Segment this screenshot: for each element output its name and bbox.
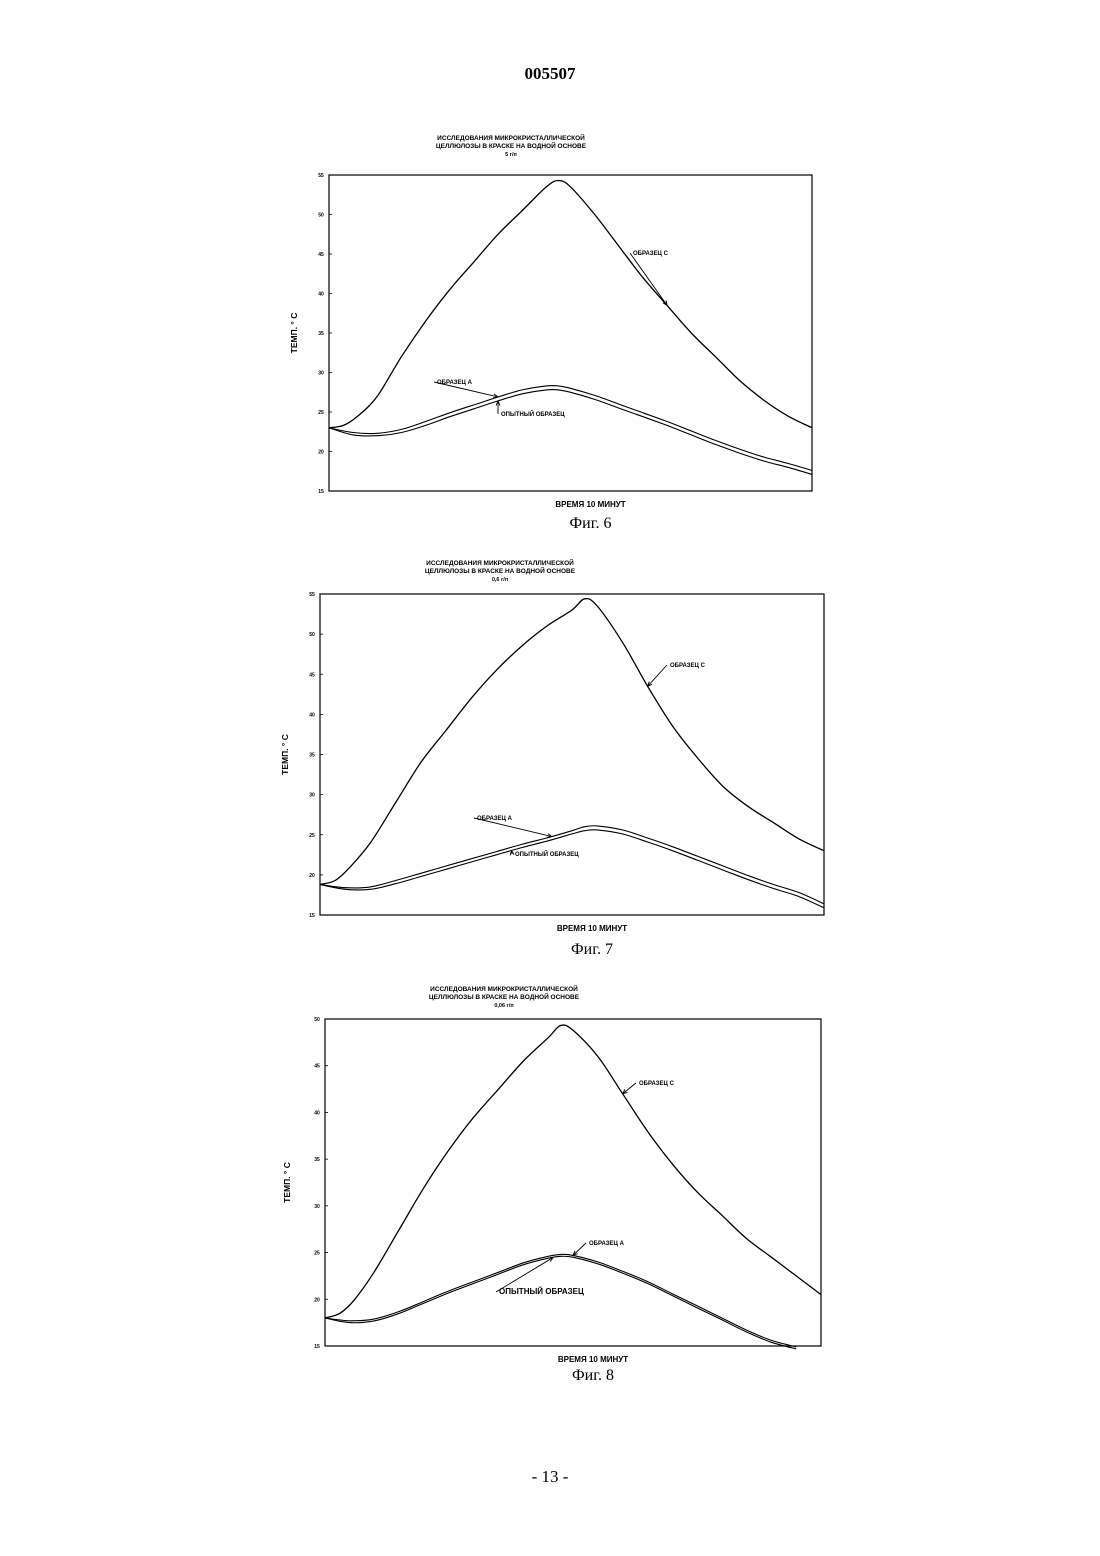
y-tick-label: 35 [318,331,324,337]
y-tick-label: 15 [318,489,324,495]
y-axis-label: ТЕМП. ° С [289,313,299,354]
plot-frame [325,1019,821,1346]
chart-title-line: ЦЕЛЛЮЛОЗЫ В КРАСКЕ НА ВОДНОЙ ОСНОВЕ [425,566,576,575]
y-tick-label: 20 [314,1297,320,1303]
chart-title-line: 0,06 г/п [494,1003,513,1009]
y-tick-label: 20 [309,873,315,879]
document-number: 005507 [0,64,1100,84]
y-tick-label: 25 [309,833,315,839]
pointer-arrowhead [573,1251,578,1256]
y-tick-label: 50 [309,632,315,638]
chart-title-line: ЦЕЛЛЮЛОЗЫ В КРАСКЕ НА ВОДНОЙ ОСНОВЕ [429,992,580,1001]
series-line-0 [325,1025,821,1318]
y-tick-label: 40 [318,292,324,298]
series-label: ОБРАЗЕЦ А [477,816,513,822]
y-tick-label: 45 [314,1064,320,1070]
series-label: ОБРАЗЕЦ А [589,1241,625,1247]
y-tick-label: 30 [309,793,315,799]
series-label: ОБРАЗЕЦ С [670,663,706,669]
y-tick-label: 30 [318,371,324,377]
chart-title-line: 0,6 г/п [492,577,508,583]
y-tick-label: 50 [318,213,324,219]
chart-title-line: ИССЛЕДОВАНИЯ МИКРОКРИСТАЛЛИЧЕСКОЙ [430,984,578,993]
figure-caption: Фиг. 6 [570,515,612,532]
page-number: - 13 - [0,1467,1100,1487]
pointer-arrowhead [623,1089,628,1093]
y-tick-label: 40 [309,712,315,718]
y-tick-label: 55 [318,173,324,179]
chart-title-line: ИССЛЕДОВАНИЯ МИКРОКРИСТАЛЛИЧЕСКОЙ [437,133,585,142]
series-label: ОБРАЗЕЦ А [437,380,473,386]
y-tick-label: 25 [314,1251,320,1257]
series-label: ОПЫТНЫЙ ОБРАЗЕЦ [515,850,579,858]
series-line-1 [320,826,824,904]
y-tick-label: 50 [314,1017,320,1023]
figure-caption: Фиг. 7 [571,941,613,958]
plot-frame [320,594,824,915]
chart-figure-6: ИССЛЕДОВАНИЯ МИКРОКРИСТАЛЛИЧЕСКОЙЦЕЛЛЮЛО… [289,133,812,532]
series-line-1 [325,1254,796,1347]
y-tick-label: 30 [314,1204,320,1210]
chart-title-line: ИССЛЕДОВАНИЯ МИКРОКРИСТАЛЛИЧЕСКОЙ [426,558,574,567]
pointer-arrowhead [493,394,498,398]
chart-title-line: 5 г/п [505,152,517,158]
series-line-0 [320,599,824,885]
series-line-2 [325,1256,796,1349]
y-tick-label: 35 [314,1157,320,1163]
series-pointer [648,665,667,686]
pointer-arrowhead [548,1257,553,1261]
series-pointer [496,1257,553,1292]
chart-figure-8: ИССЛЕДОВАНИЯ МИКРОКРИСТАЛЛИЧЕСКОЙЦЕЛЛЮЛО… [282,984,821,1384]
series-line-0 [329,181,812,428]
y-tick-label: 15 [309,913,315,919]
series-label: ОПЫТНЫЙ ОБРАЗЕЦ [499,1287,584,1296]
figure-caption: Фиг. 8 [572,1367,614,1384]
chart-figure-7: ИССЛЕДОВАНИЯ МИКРОКРИСТАЛЛИЧЕСКОЙЦЕЛЛЮЛО… [280,558,824,958]
series-pointer [474,818,552,837]
chart-title-line: ЦЕЛЛЮЛОЗЫ В КРАСКЕ НА ВОДНОЙ ОСНОВЕ [436,141,587,150]
x-axis-label: ВРЕМЯ 10 МИНУТ [558,1355,628,1364]
pointer-arrowhead [496,401,500,406]
pointer-arrowhead [547,834,552,838]
series-pointer [623,1083,636,1094]
y-tick-label: 55 [309,592,315,598]
y-tick-label: 15 [314,1344,320,1350]
series-label: ОПЫТНЫЙ ОБРАЗЕЦ [501,410,565,418]
series-label: ОБРАЗЕЦ С [633,251,669,257]
y-tick-label: 35 [309,753,315,759]
series-line-1 [329,386,812,471]
pointer-arrowhead [663,300,667,305]
y-tick-label: 20 [318,450,324,456]
series-pointer [434,382,498,397]
series-line-2 [329,389,812,474]
y-axis-label: ТЕМП. ° С [282,1162,292,1203]
x-axis-label: ВРЕМЯ 10 МИНУТ [555,500,625,509]
series-label: ОБРАЗЕЦ С [639,1081,675,1087]
series-line-2 [320,830,824,908]
y-tick-label: 45 [318,252,324,258]
pointer-arrowhead [648,682,653,687]
y-tick-label: 40 [314,1110,320,1116]
pointer-arrowhead [510,850,514,855]
y-tick-label: 45 [309,672,315,678]
plot-frame [329,175,812,491]
x-axis-label: ВРЕМЯ 10 МИНУТ [557,924,627,933]
y-axis-label: ТЕМП. ° С [280,734,290,775]
y-tick-label: 25 [318,410,324,416]
series-pointer [573,1243,586,1255]
series-pointer [630,253,667,305]
